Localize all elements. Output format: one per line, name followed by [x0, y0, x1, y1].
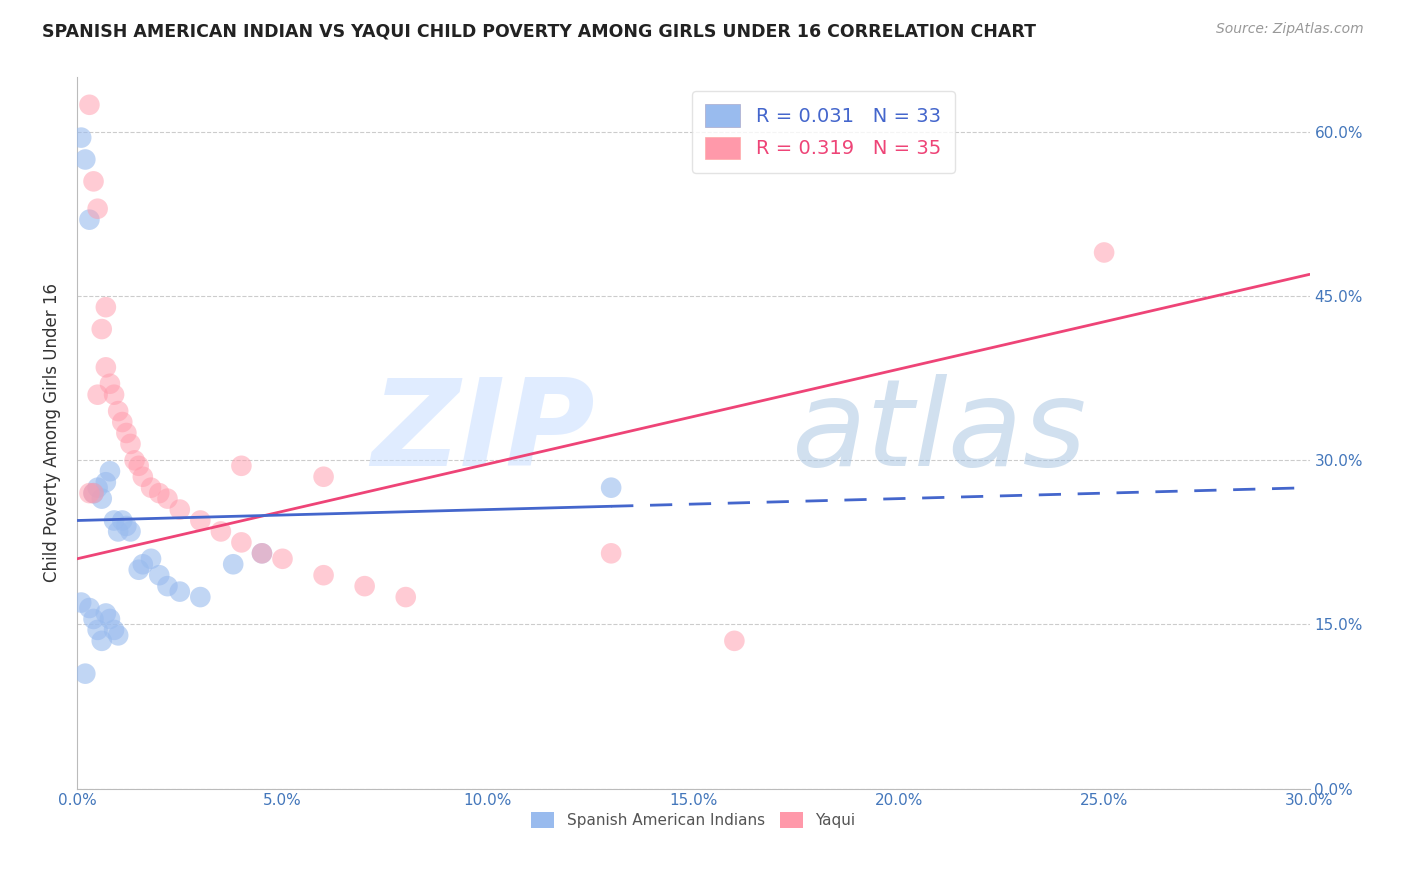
- Point: [94, 475, 117, 490]
- Point: [83, 612, 105, 626]
- Point: [250, 546, 273, 560]
- Point: [231, 535, 253, 549]
- Point: [169, 584, 191, 599]
- Point: [209, 524, 232, 539]
- Point: [98, 376, 121, 391]
- Point: [148, 486, 170, 500]
- Point: [79, 601, 101, 615]
- Point: [188, 514, 211, 528]
- Point: [353, 579, 375, 593]
- Point: [90, 491, 112, 506]
- Point: [312, 568, 335, 582]
- Point: [94, 607, 117, 621]
- Point: [86, 202, 108, 216]
- Point: [115, 425, 138, 440]
- Point: [600, 481, 623, 495]
- Point: [75, 153, 97, 167]
- Point: [132, 469, 155, 483]
- Point: [124, 453, 146, 467]
- Point: [312, 469, 335, 483]
- Point: [94, 360, 117, 375]
- Point: [98, 464, 121, 478]
- Point: [250, 546, 273, 560]
- Y-axis label: Child Poverty Among Girls Under 16: Child Poverty Among Girls Under 16: [44, 284, 60, 582]
- Point: [70, 130, 93, 145]
- Point: [395, 590, 418, 604]
- Point: [79, 97, 101, 112]
- Point: [1092, 245, 1115, 260]
- Point: [83, 486, 105, 500]
- Point: [86, 623, 108, 637]
- Point: [79, 486, 101, 500]
- Point: [111, 514, 134, 528]
- Point: [75, 666, 97, 681]
- Point: [90, 322, 112, 336]
- Point: [79, 212, 101, 227]
- Point: [139, 551, 162, 566]
- Point: [128, 563, 150, 577]
- Point: [600, 546, 623, 560]
- Point: [103, 387, 125, 401]
- Point: [148, 568, 170, 582]
- Point: [120, 437, 142, 451]
- Point: [83, 486, 105, 500]
- Point: [222, 558, 245, 572]
- Point: [83, 174, 105, 188]
- Point: [98, 612, 121, 626]
- Point: [156, 491, 179, 506]
- Point: [103, 623, 125, 637]
- Point: [115, 519, 138, 533]
- Point: [111, 415, 134, 429]
- Point: [90, 633, 112, 648]
- Point: [103, 514, 125, 528]
- Point: [132, 558, 155, 572]
- Point: [120, 524, 142, 539]
- Point: [139, 481, 162, 495]
- Point: [70, 596, 93, 610]
- Point: [128, 458, 150, 473]
- Text: SPANISH AMERICAN INDIAN VS YAQUI CHILD POVERTY AMONG GIRLS UNDER 16 CORRELATION : SPANISH AMERICAN INDIAN VS YAQUI CHILD P…: [42, 22, 1036, 40]
- Point: [86, 481, 108, 495]
- Point: [107, 628, 129, 642]
- Point: [231, 458, 253, 473]
- Point: [107, 524, 129, 539]
- Point: [86, 387, 108, 401]
- Text: ZIP: ZIP: [371, 375, 595, 491]
- Point: [107, 404, 129, 418]
- Point: [271, 551, 294, 566]
- Point: [723, 633, 745, 648]
- Legend: Spanish American Indians, Yaqui: Spanish American Indians, Yaqui: [526, 806, 862, 834]
- Point: [94, 300, 117, 314]
- Point: [169, 502, 191, 516]
- Text: Source: ZipAtlas.com: Source: ZipAtlas.com: [1216, 22, 1364, 37]
- Point: [188, 590, 211, 604]
- Text: atlas: atlas: [792, 375, 1087, 491]
- Point: [156, 579, 179, 593]
